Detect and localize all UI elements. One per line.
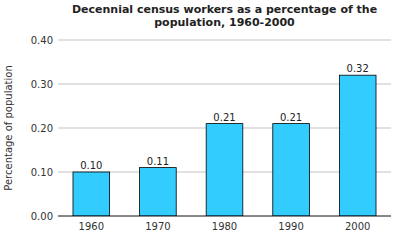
y-axis-label: Percentage of population [3,65,14,190]
y-tick-label: 0.00 [31,211,53,222]
x-tick-label: 2000 [345,221,370,232]
y-tick-label: 0.10 [31,167,53,178]
bars [73,75,376,216]
x-tick-label: 1960 [79,221,104,232]
y-tick-label: 0.20 [31,123,53,134]
title-line: population, 1960-2000 [154,16,295,29]
data-label: 0.10 [80,160,102,171]
x-tick-label: 1970 [145,221,170,232]
grid-line [58,216,391,217]
title: Decennial census workers as a percentage… [72,3,377,29]
x-axis-line [58,216,391,217]
data-label: 0.21 [213,112,235,123]
data-label: 0.11 [147,156,169,167]
y-tick-label: 0.40 [31,35,53,46]
bar [273,124,310,216]
bar [206,124,243,216]
title-line: Decennial census workers as a percentage… [72,3,377,16]
bar [140,168,177,216]
data-label: 0.21 [280,112,302,123]
chart-container: Decennial census workers as a percentage… [0,0,401,238]
chart: Decennial census workers as a percentage… [0,0,401,238]
bar [339,75,376,216]
x-tick-label: 1980 [212,221,237,232]
x-tick-label: 1990 [278,221,303,232]
background [0,0,401,238]
y-tick-label: 0.30 [31,79,53,90]
data-label: 0.32 [347,63,369,74]
grid-line [58,40,391,41]
bar [73,172,110,216]
